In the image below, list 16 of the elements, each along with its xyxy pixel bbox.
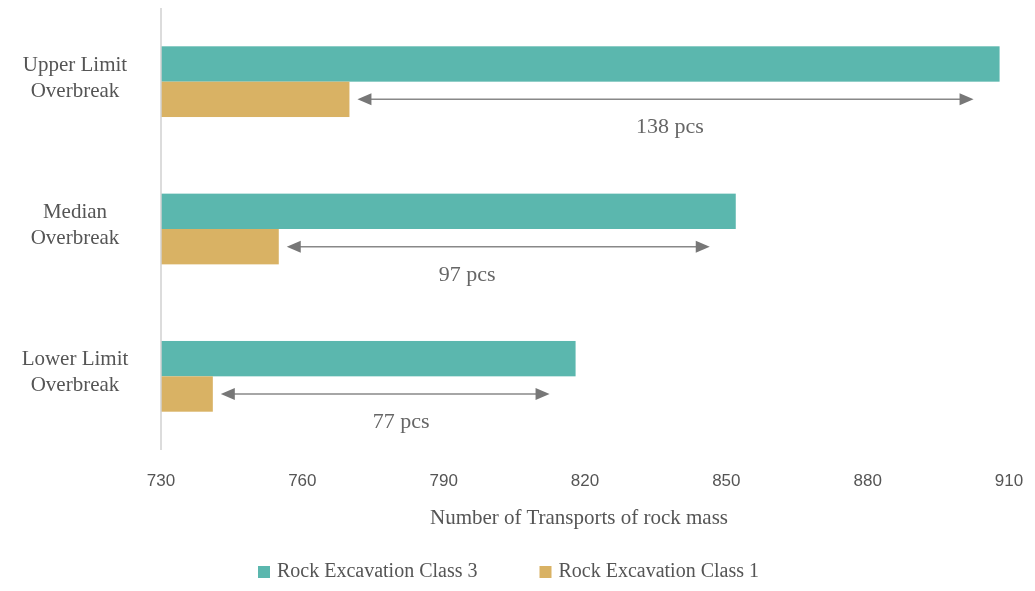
legend-label: Rock Excavation Class 1 bbox=[558, 559, 760, 581]
annotation: 77 pcs bbox=[372, 408, 430, 434]
y-tick-label: Upper Limit Overbreak bbox=[22, 51, 128, 102]
annotation: 138 pcs bbox=[635, 113, 704, 139]
x-axis-title: Number of Transports of rock mass bbox=[429, 505, 729, 529]
x-tick-label: 820 bbox=[570, 471, 600, 490]
x-tick-label: 760 bbox=[288, 471, 317, 490]
x-tick-label: 880 bbox=[853, 471, 882, 490]
y-tick-label: Median Overbreak bbox=[30, 199, 120, 249]
legend-label: Rock Excavation Class 3 bbox=[277, 559, 478, 581]
annotation: 97 pcs bbox=[438, 260, 496, 286]
x-tick-label: 910 bbox=[994, 471, 1024, 490]
x-tick-label: 850 bbox=[712, 471, 741, 490]
x-tick-label: 730 bbox=[146, 471, 176, 490]
x-tick-label: 790 bbox=[429, 471, 458, 490]
y-tick-label: Lower Limit Overbreak bbox=[21, 346, 129, 397]
